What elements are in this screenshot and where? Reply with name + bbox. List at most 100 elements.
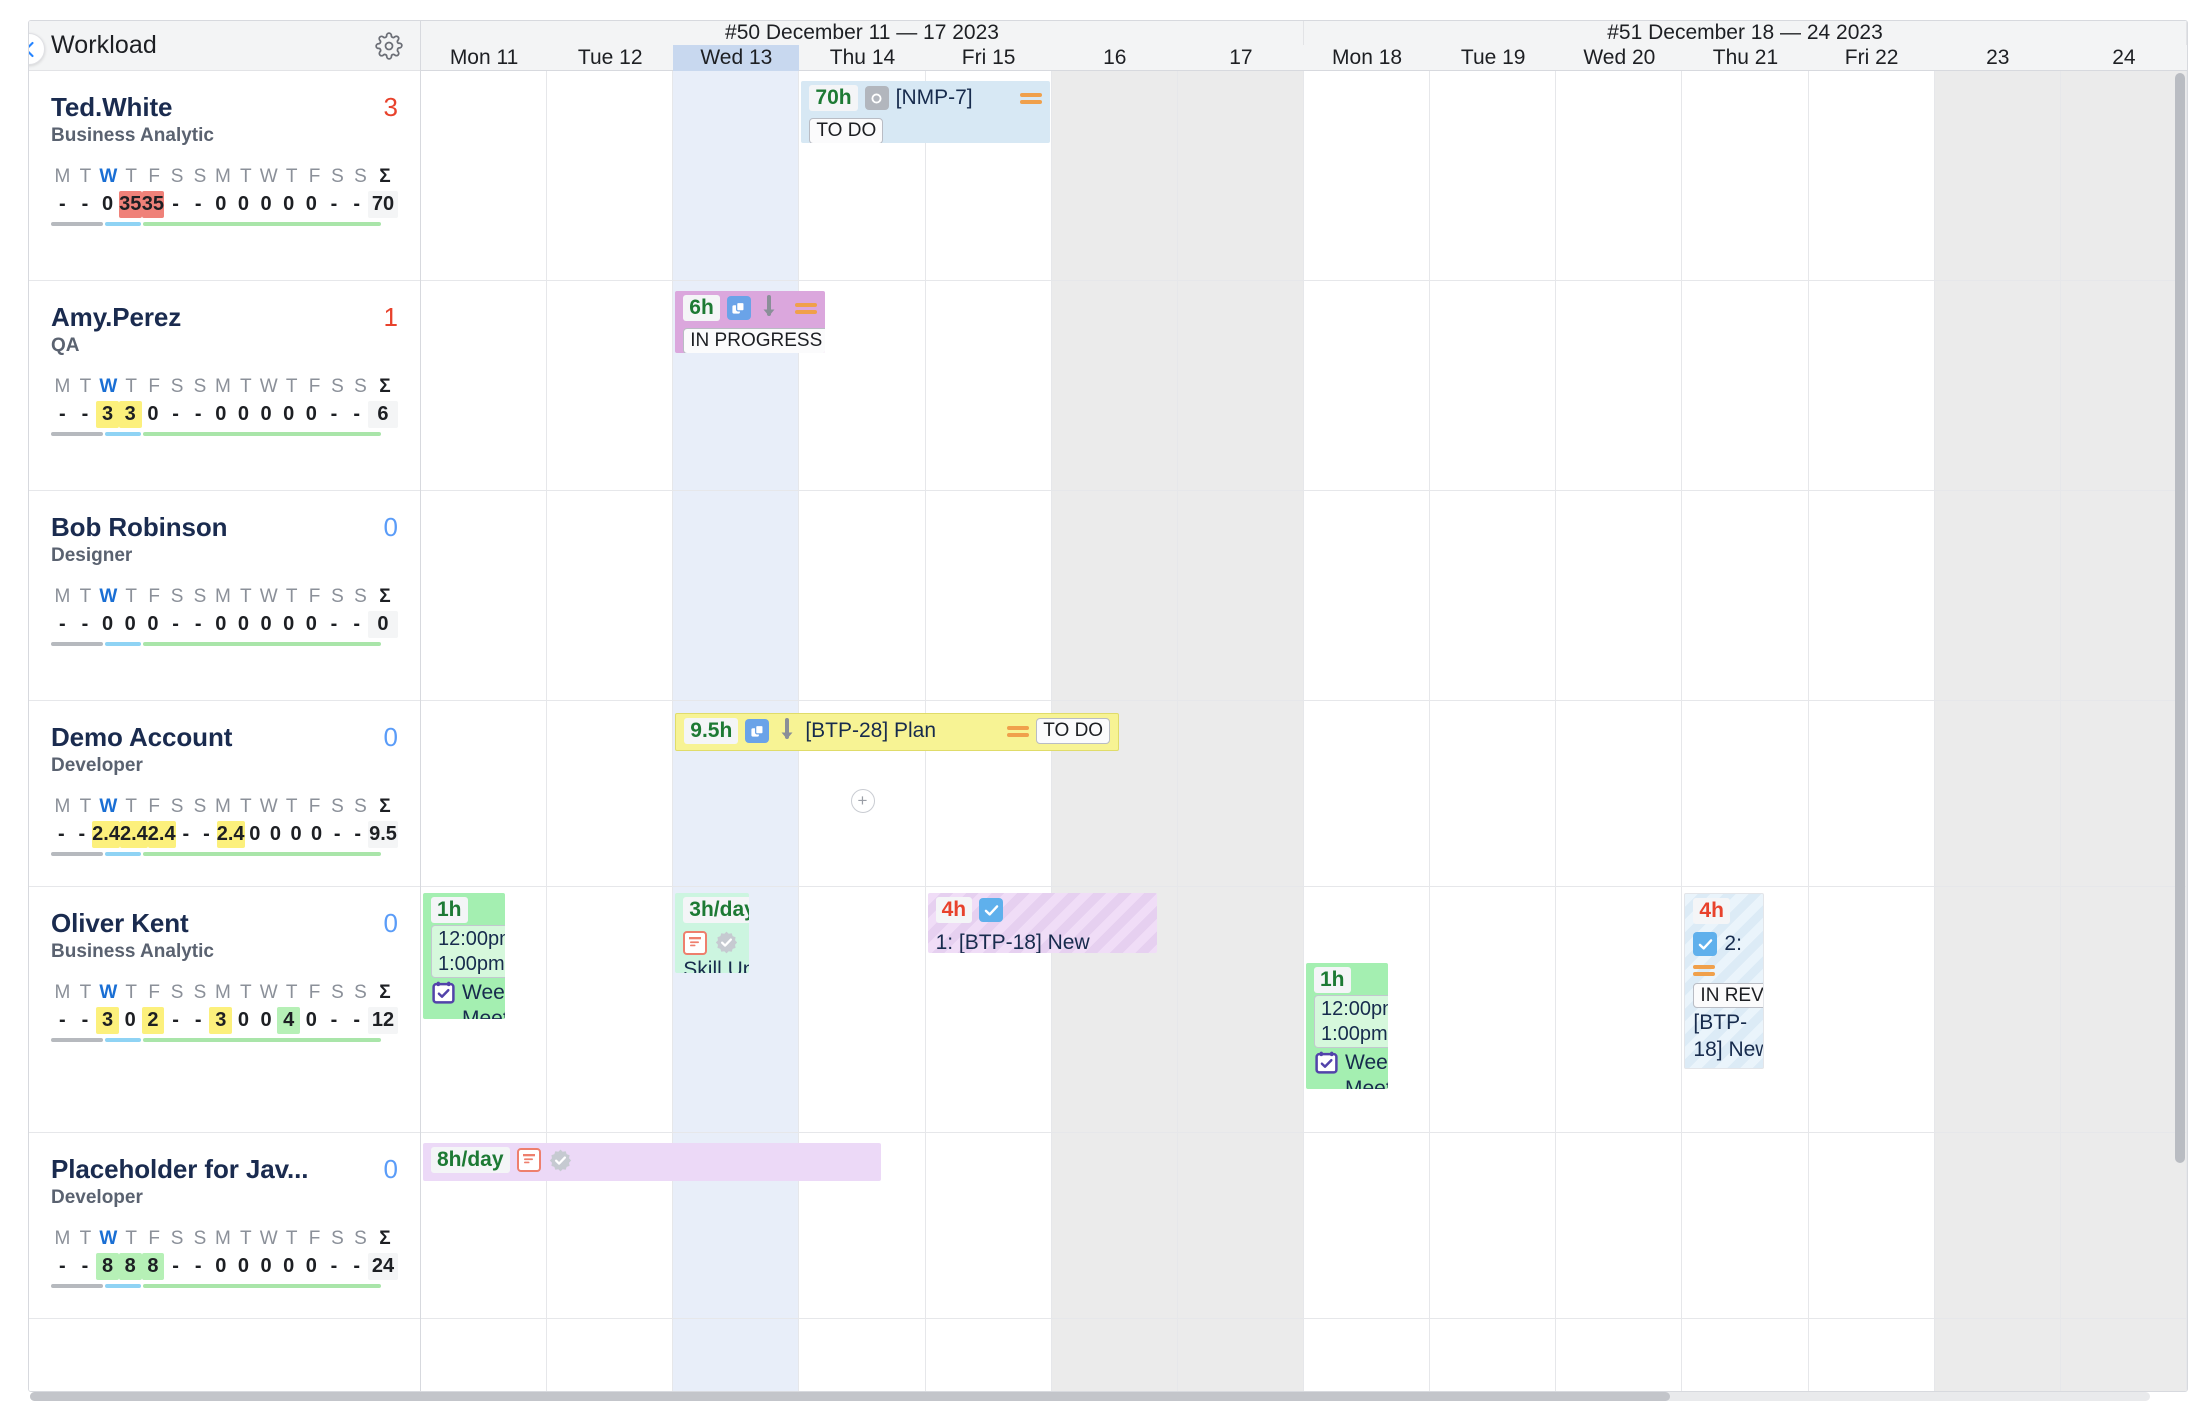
task-time-range: 12:00pm-1:00pm [431,925,505,979]
timeline-day-header[interactable]: Tue 19 [1460,46,1526,69]
gear-icon[interactable] [374,31,404,61]
person-issue-count: 1 [383,302,398,332]
workload-day-value: - [194,1009,202,1032]
task-title: Weekly Meeting [431,980,505,1019]
weekday-letter: S [331,376,344,398]
person-row[interactable]: Oliver Kent Business Analytic 0 M T W T F S S M T W T… [29,887,420,1133]
workload-day-value: 0 [305,613,317,636]
timeline-task-bar[interactable]: 8h/day New Marketing Project | Booking [423,1143,881,1181]
timeline-day-header[interactable]: 17 [1229,46,1253,69]
timeline-day-header[interactable]: Mon 18 [1332,46,1403,69]
weekday-letter: S [170,982,184,1004]
workload-day-value: 0 [237,193,249,216]
weekday-letter: T [240,796,252,818]
task-status-badge[interactable]: IN PROGRESS [683,328,826,353]
weekday-letter: W [99,586,118,608]
workload-day-value: 0 [102,613,114,636]
weekday-letter: S [193,586,207,608]
person-name[interactable]: Oliver Kent [51,908,189,938]
horizontal-scrollbar[interactable] [30,1392,2150,1401]
timeline-day-header[interactable]: 23 [1986,46,2010,69]
timeline-task-bar[interactable]: 70h[NMP-7]TO DOBudget [801,81,1050,143]
timeline-day-header[interactable]: Thu 14 [829,46,896,69]
weekday-letter: S [354,982,367,1004]
person-identity: Placeholder for Jav... Developer [51,1154,374,1209]
collapse-sidebar-button[interactable] [29,33,45,65]
timeline-day-header[interactable]: 16 [1103,46,1127,69]
person-name[interactable]: Ted.White [51,92,173,122]
sigma-symbol: Σ [379,1228,391,1250]
weekday-letter: T [240,586,252,608]
workload-day-value: - [172,1255,179,1278]
workload-values-row: - -3 0 2- -3 0 0 4 0- -12 [51,1007,398,1035]
workload-day-value: 0 [305,1009,317,1032]
capacity-bar-future [143,642,381,647]
horizontal-scrollbar-thumb[interactable] [30,1392,1670,1401]
person-header: Amy.Perez QA 1 [51,302,398,357]
person-role: Developer [51,1187,143,1209]
workload-day-value: 8 [96,1253,119,1281]
capacity-bar-future [143,222,381,227]
person-name[interactable]: Demo Account [51,722,233,752]
weekday-letter: T [125,166,138,188]
task-status-badge[interactable]: IN REVIEW [1693,982,1763,1009]
vertical-scrollbar[interactable] [2175,73,2185,1163]
weekday-letter: S [193,982,207,1004]
timeline-day-header[interactable]: Wed 20 [1583,46,1656,69]
timeline-row [421,491,2187,701]
timeline-task-bar[interactable]: 9.5h [BTP-28] Plan TO DO [675,713,1120,751]
timeline-day-header[interactable]: 24 [2112,46,2136,69]
task-status-badge[interactable]: TO DO [1036,718,1111,744]
person-row[interactable]: Bob Robinson Designer 0 M T W T F S S M T W T F S S Σ - -0 0… [29,491,420,701]
timeline-day-header[interactable]: Tue 12 [577,46,643,69]
weekday-letter: F [308,1228,321,1250]
person-name[interactable]: Placeholder for Jav... [51,1154,309,1184]
timeline-task-bar[interactable]: 3h/day Skill Up | Meeting [675,893,750,973]
timeline-day-header[interactable]: Fri 15 [961,46,1016,69]
timeline-day-header[interactable]: Fri 22 [1844,46,1899,69]
weekday-letter: F [308,982,321,1004]
timeline-header: #50 December 11 — 17 2023 #51 December 18… [421,21,2187,71]
weekday-letter: T [240,982,252,1004]
person-row[interactable]: Placeholder for Jav... Developer 0 M T W T F S S M… [29,1133,420,1319]
weekday-letter: T [240,166,252,188]
person-row[interactable]: Amy.Perez QA 1 M T W T F S S M T W T F S S Σ - -3 3 0- -0 0 0 0 0-… [29,281,420,491]
timeline-day-header[interactable]: Thu 21 [1712,46,1779,69]
person-issue-count: 0 [383,512,398,542]
timeline-day-header[interactable]: Mon 11 [449,46,519,69]
weekday-letter: S [170,376,184,398]
person-identity: Bob Robinson Designer [51,512,374,567]
timeline-task-bar[interactable]: 4h 2: IN REVIEW[BTP-18] New prospect resea… [1684,893,1764,1069]
add-task-plus-icon[interactable]: + [850,789,875,813]
workload-day-value: 3 [96,1007,119,1035]
workload-capacity-bars [51,852,398,857]
timeline-day-header[interactable]: Wed 13 [673,45,800,71]
workload-day-value: - [172,193,179,216]
person-name[interactable]: Amy.Perez [51,302,182,332]
weekday-letter: M [215,376,231,398]
weekday-letter: S [193,796,207,818]
person-header: Placeholder for Jav... Developer 0 [51,1154,398,1209]
task-bar-header: 4h 2: IN REVIEW [1693,898,1763,1009]
person-row[interactable]: Demo Account Developer 0 M T W T F S S M T W T F S S Σ - -2… [29,701,420,887]
person-row[interactable]: Ted.White Business Analytic 3 M T W T F S S M T W T F S… [29,71,420,281]
check-icon [1693,932,1718,957]
workload-day-value: 0 [124,1009,136,1032]
workload-day-value: - [58,1009,66,1032]
sigma-symbol: Σ [379,376,391,398]
task-status-badge[interactable]: TO DO [809,118,884,143]
task-time-range: 12:00pm-1:00pm [1314,995,1388,1049]
task-key-title: 1: [BTP-18] New prospect research [935,931,1090,953]
timeline-task-bar[interactable]: 4h1: [BTP-18] New prospect researchIN RE… [927,893,1157,953]
person-name[interactable]: Bob Robinson [51,512,228,542]
workload-day-value: 2.4 [216,821,245,849]
subtask-arrow-icon [776,718,798,744]
